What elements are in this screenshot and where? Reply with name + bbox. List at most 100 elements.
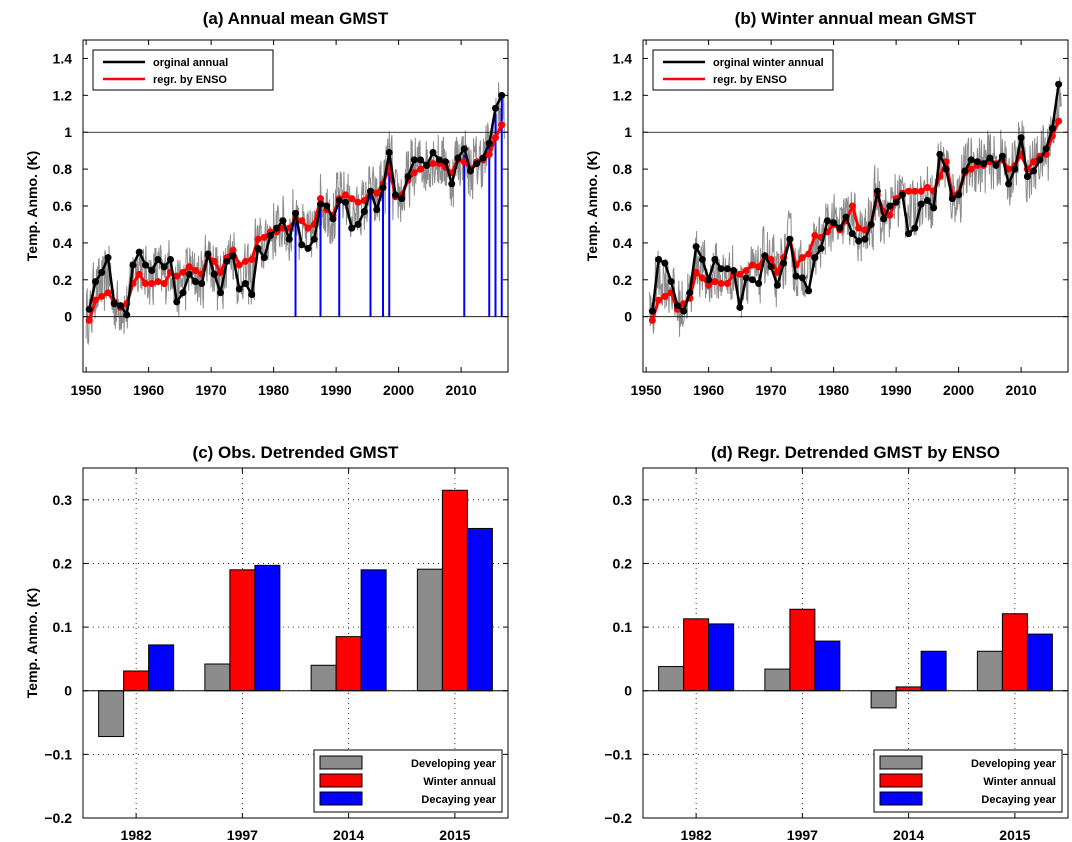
- series-regressed-point: [135, 270, 143, 278]
- series-observed-point: [217, 289, 224, 297]
- series-observed-point: [742, 274, 750, 282]
- series-observed-point: [304, 244, 312, 252]
- series-observed-point: [398, 195, 406, 203]
- series-regressed-point: [661, 292, 669, 300]
- series-observed-point: [98, 268, 106, 276]
- series-observed-point: [936, 150, 944, 158]
- panel-title: (c) Obs. Detrended GMST: [193, 443, 400, 462]
- y-tick-label: −0.2: [44, 810, 72, 826]
- bar-winter-annual: [1001, 613, 1028, 692]
- series-observed-point: [348, 224, 356, 232]
- series-observed-point: [817, 244, 825, 252]
- x-tick-label: 2010: [446, 382, 477, 398]
- series-observed-point: [992, 161, 1000, 169]
- bar-developing-year: [976, 650, 1003, 692]
- series-observed-point: [761, 252, 769, 260]
- series-regressed-point: [923, 184, 931, 192]
- legend-swatch: [319, 791, 363, 806]
- series-regressed-point: [798, 254, 806, 262]
- series-observed-point: [317, 200, 324, 208]
- panel-b: 1950 1960 1970 1980 1990 2000 2010 0 0.2 0.4 0.6 0.…: [584, 9, 1069, 398]
- series-observed-point: [342, 198, 349, 206]
- series-regressed-point: [861, 226, 869, 234]
- x-tick-label: 1980: [258, 382, 289, 398]
- plot-area: [643, 76, 1068, 337]
- series-observed-point: [723, 265, 731, 273]
- series-regressed-point: [179, 268, 187, 276]
- series-regressed-point: [748, 261, 756, 269]
- x-tick-label: 1982: [121, 827, 152, 842]
- y-tick-label: 1: [624, 124, 632, 140]
- y-axis-label: Temp. Anmo. (K): [584, 151, 600, 261]
- series-regressed-point: [185, 263, 193, 271]
- series-observed-point: [160, 263, 168, 271]
- series-observed-point: [648, 307, 656, 315]
- series-observed-point: [223, 257, 231, 265]
- series-observed-point: [973, 158, 981, 166]
- y-tick-label: 0.3: [53, 492, 73, 508]
- series-observed-point: [755, 279, 763, 287]
- series-observed-point: [655, 255, 663, 263]
- y-axis-label: Temp. Anmo. (K): [24, 151, 40, 261]
- series-observed-point: [260, 254, 268, 262]
- x-tick-label: 1997: [227, 827, 258, 842]
- series-observed-point: [1023, 172, 1031, 180]
- monthly-series: [648, 76, 1062, 337]
- series-observed-point: [1055, 80, 1063, 88]
- legend-label: regr. by ENSO: [713, 74, 787, 86]
- bar-decaying-year: [814, 640, 841, 692]
- series-observed-point: [986, 154, 994, 162]
- series-observed-point: [711, 255, 719, 263]
- y-tick-label: 0: [624, 683, 632, 699]
- series-observed-point: [955, 191, 963, 199]
- series-regressed-point: [848, 202, 856, 210]
- panel-title: (b) Winter annual mean GMST: [735, 9, 977, 28]
- series-observed-point: [404, 172, 412, 180]
- y-tick-label: 0.2: [53, 272, 73, 288]
- bar-decaying-year: [466, 527, 493, 692]
- x-tick-label: 2015: [999, 827, 1030, 842]
- series-observed-point: [898, 191, 906, 199]
- series-regressed-point: [736, 270, 744, 278]
- series-observed-point: [204, 250, 212, 258]
- series-observed-point: [148, 267, 156, 275]
- panel-title: (a) Annual mean GMST: [203, 9, 389, 28]
- series-observed-point: [185, 270, 193, 278]
- series-regressed-point: [805, 250, 813, 258]
- series-observed-point: [930, 204, 938, 212]
- legend-label: Decaying year: [981, 794, 1056, 806]
- series-observed-point: [492, 104, 499, 112]
- series-regressed-point: [767, 255, 775, 263]
- series-observed-point: [698, 255, 706, 263]
- x-tick-label: 2000: [383, 382, 414, 398]
- series-regressed-point: [1055, 117, 1063, 125]
- x-tick-label: 1970: [756, 382, 787, 398]
- series-observed-point: [154, 255, 162, 263]
- series-observed-point: [285, 235, 293, 243]
- y-tick-label: 0.2: [613, 555, 633, 571]
- series-regressed-point: [217, 268, 224, 276]
- series-observed-point: [667, 278, 675, 286]
- series-regressed-point: [492, 134, 499, 142]
- bar-developing-year: [310, 664, 337, 692]
- series-regressed-point: [648, 316, 656, 324]
- series-regressed-point: [148, 279, 156, 287]
- y-tick-label: 0: [64, 683, 72, 699]
- bar-decaying-year: [148, 644, 175, 692]
- series-observed-point: [730, 267, 738, 275]
- series-observed-point: [848, 230, 856, 238]
- series-observed-point: [892, 198, 900, 206]
- series-observed-point: [805, 287, 813, 295]
- series-observed-point: [173, 298, 181, 306]
- series-regressed-point: [173, 272, 181, 280]
- series-observed-point: [104, 254, 112, 262]
- bar-winter-annual: [683, 618, 710, 692]
- series-observed-point: [842, 213, 850, 221]
- y-tick-label: 0.1: [53, 619, 73, 635]
- series-regressed-point: [154, 278, 162, 286]
- series-observed-point: [798, 274, 806, 282]
- legend-label: Decaying year: [421, 794, 496, 806]
- plot-area: [83, 82, 508, 346]
- series-regressed-point: [655, 296, 663, 304]
